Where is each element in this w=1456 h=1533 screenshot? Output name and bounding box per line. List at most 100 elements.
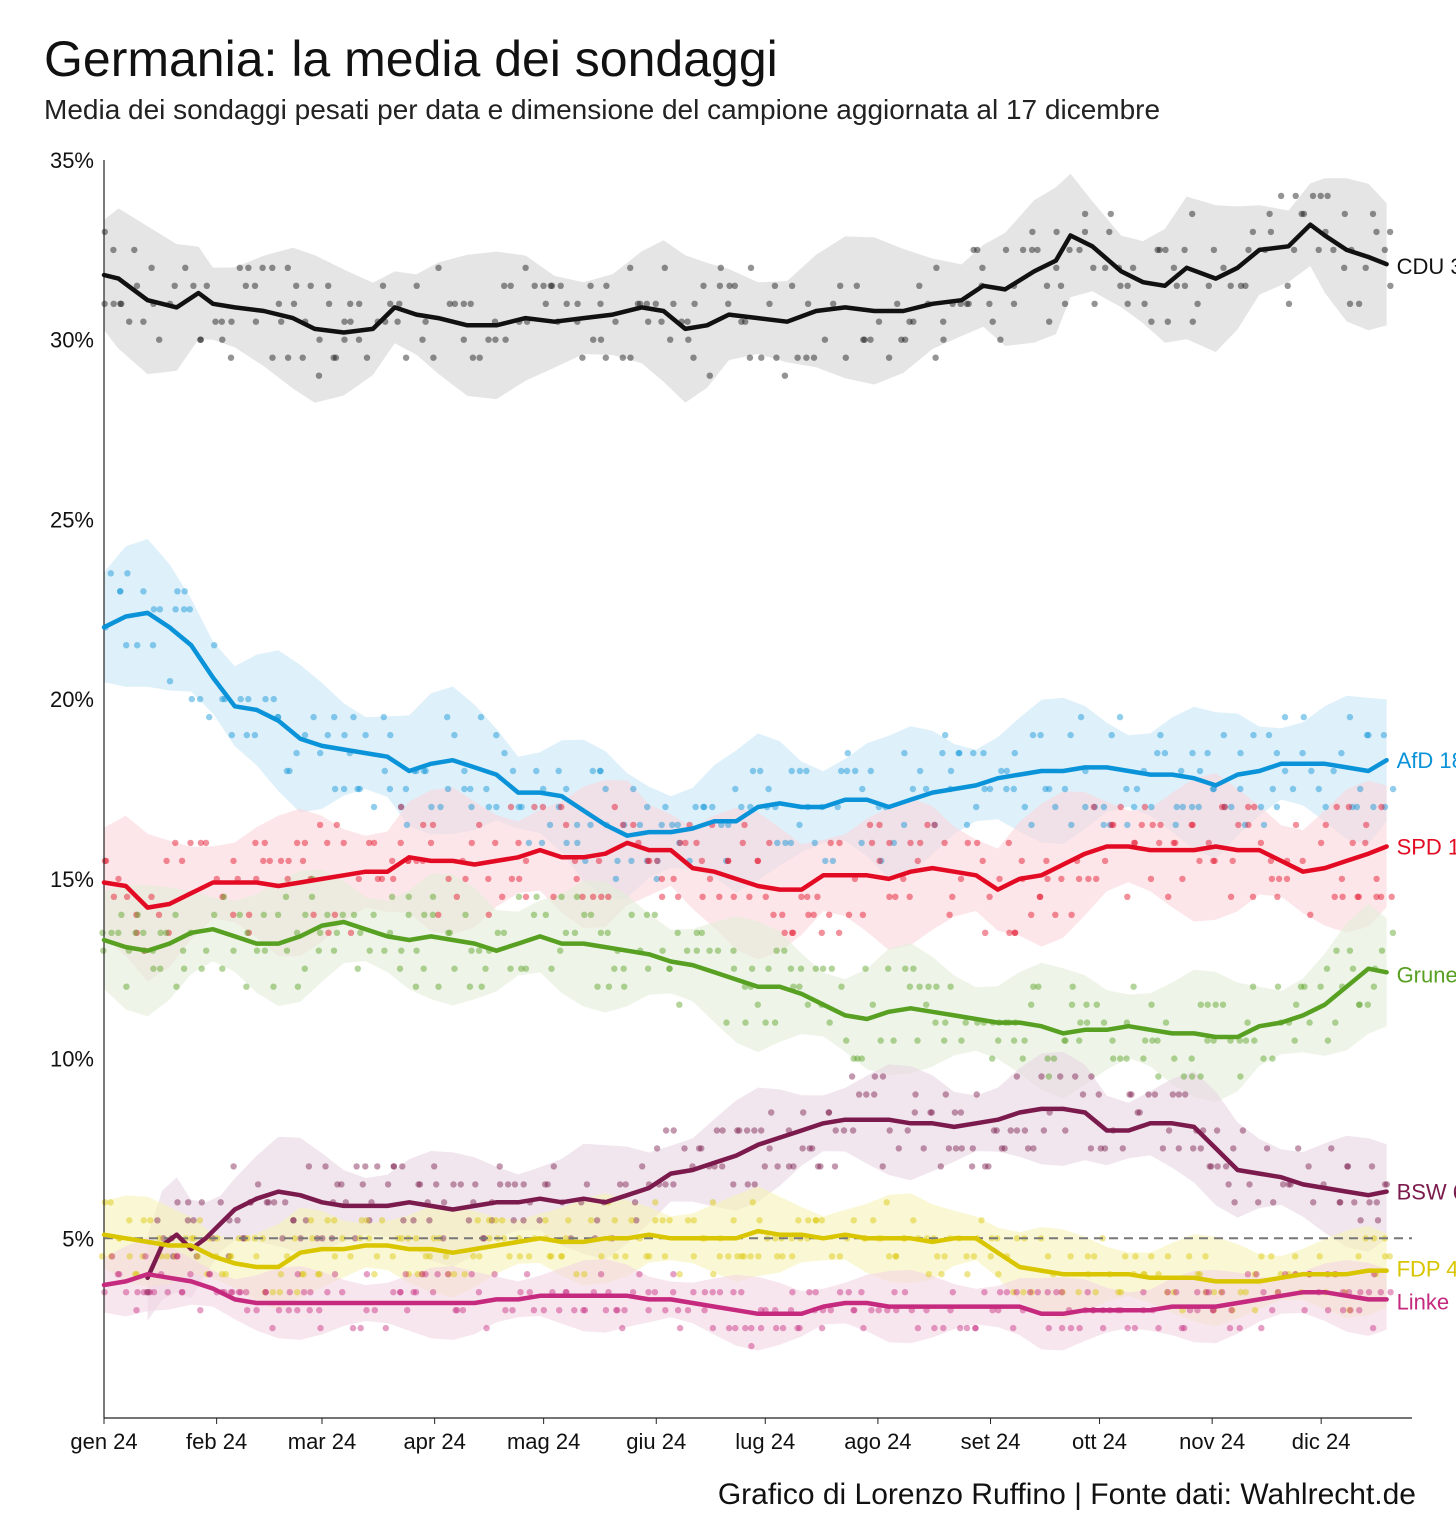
poll-point-fdp — [565, 1217, 572, 1224]
poll-point-grune — [211, 911, 218, 918]
poll-point-bsw — [1336, 1199, 1343, 1206]
poll-point-linke — [491, 1271, 498, 1278]
poll-point-fdp — [300, 1271, 307, 1278]
poll-point-afd — [1338, 749, 1345, 757]
poll-point-spd — [693, 839, 700, 847]
poll-point-afd — [533, 767, 540, 775]
poll-point-linke — [670, 1289, 677, 1296]
poll-point-afd — [963, 821, 971, 829]
poll-point-fdp — [1202, 1253, 1209, 1260]
poll-point-afd — [765, 785, 772, 793]
poll-point-bsw — [1095, 1091, 1103, 1098]
poll-point-spd — [676, 839, 684, 847]
poll-point-afd — [829, 857, 837, 865]
poll-point-grune — [581, 911, 588, 918]
poll-point-fdp — [774, 1253, 781, 1260]
poll-point-spd — [605, 893, 612, 900]
poll-point-cdu — [299, 354, 306, 361]
poll-point-cdu — [228, 318, 235, 325]
poll-point-afd — [1370, 803, 1377, 811]
poll-point-cdu — [355, 336, 363, 343]
poll-point-afd — [243, 731, 250, 739]
poll-point-bsw — [390, 1163, 398, 1170]
poll-point-fdp — [398, 1235, 405, 1242]
poll-point-cdu — [1043, 282, 1051, 289]
line-grune — [101, 919, 1389, 1040]
poll-point-cdu — [219, 336, 226, 343]
poll-point-spd — [522, 893, 530, 900]
poll-point-grune — [515, 893, 523, 900]
poll-point-cdu — [1107, 210, 1115, 218]
poll-point-cdu — [1090, 264, 1097, 271]
poll-point-cdu — [716, 282, 724, 289]
poll-point-fdp — [1242, 1289, 1249, 1296]
poll-point-spd — [859, 911, 867, 918]
poll-point-fdp — [1092, 1289, 1099, 1296]
poll-point-linke — [459, 1307, 467, 1314]
x-tick-label: set 24 — [961, 1429, 1021, 1454]
poll-point-linke — [701, 1289, 709, 1296]
poll-point-linke — [1269, 1307, 1276, 1314]
poll-point-afd — [228, 731, 235, 739]
poll-point-linke — [122, 1289, 130, 1296]
poll-point-linke — [390, 1289, 397, 1296]
poll-point-spd — [374, 875, 382, 883]
poll-point-bsw — [400, 1217, 407, 1224]
poll-point-bsw — [904, 1127, 911, 1134]
poll-point-linke — [1205, 1289, 1213, 1296]
poll-point-cdu — [1242, 282, 1249, 289]
poll-point-fdp — [805, 1217, 812, 1224]
poll-point-grune — [573, 893, 581, 900]
poll-point-afd — [451, 731, 458, 739]
end-label-spd: SPD 16% — [1397, 835, 1456, 860]
poll-point-grune — [108, 929, 115, 936]
poll-point-bsw — [465, 1217, 473, 1224]
poll-point-spd — [1267, 857, 1275, 865]
poll-point-afd — [738, 803, 745, 811]
poll-point-afd — [362, 731, 369, 739]
poll-point-bsw — [937, 1163, 944, 1170]
poll-point-grune — [605, 983, 613, 990]
poll-point-bsw — [790, 1163, 797, 1170]
poll-point-cdu — [940, 336, 947, 343]
poll-point-afd — [980, 749, 987, 757]
poll-point-afd — [1179, 803, 1187, 811]
poll-point-grune — [412, 983, 420, 990]
poll-point-bsw — [1231, 1199, 1238, 1206]
poll-point-fdp — [486, 1235, 493, 1242]
poll-point-bsw — [496, 1163, 503, 1170]
poll-point-fdp — [749, 1199, 756, 1206]
poll-point-grune — [1370, 983, 1378, 990]
poll-point-grune — [843, 1037, 850, 1044]
poll-point-spd — [462, 875, 469, 883]
poll-point-spd — [284, 875, 291, 883]
poll-point-grune — [1093, 1001, 1101, 1008]
poll-point-cdu — [742, 318, 749, 325]
poll-point-bsw — [730, 1181, 737, 1188]
poll-point-cdu — [933, 264, 940, 271]
poll-point-fdp — [1196, 1271, 1204, 1278]
poll-point-afd — [180, 606, 188, 613]
poll-point-fdp — [226, 1253, 234, 1260]
poll-point-afd — [1353, 803, 1361, 811]
poll-point-bsw — [1366, 1199, 1373, 1206]
poll-point-spd — [516, 875, 523, 883]
poll-point-linke — [949, 1289, 956, 1296]
poll-point-spd — [397, 803, 405, 811]
poll-point-grune — [611, 965, 618, 972]
poll-point-grune — [366, 947, 373, 954]
poll-point-cdu — [402, 354, 410, 361]
poll-point-cdu — [875, 318, 883, 325]
poll-point-spd — [964, 839, 971, 847]
poll-point-grune — [180, 965, 188, 972]
poll-point-grune — [308, 893, 316, 900]
poll-point-linke — [914, 1324, 922, 1332]
poll-point-bsw — [633, 1217, 640, 1224]
poll-point-grune — [244, 929, 251, 936]
poll-point-spd — [658, 893, 666, 900]
poll-point-grune — [902, 965, 909, 972]
poll-point-linke — [901, 1289, 909, 1296]
poll-point-afd — [555, 767, 562, 775]
poll-point-spd — [485, 911, 492, 918]
poll-point-cdu — [1309, 192, 1317, 200]
